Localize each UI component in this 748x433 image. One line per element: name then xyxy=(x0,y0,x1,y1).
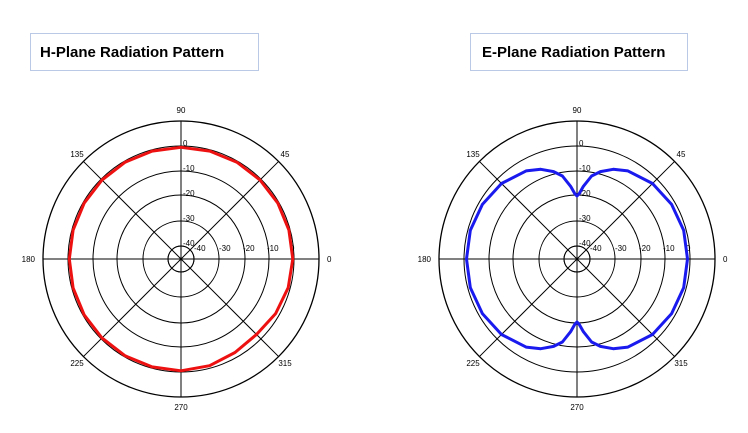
e-plane-title: E-Plane Radiation Pattern xyxy=(470,33,688,71)
h-plane-ring-label-v-1: -10 xyxy=(183,164,195,173)
h-plane-ring-label-v-0: 0 xyxy=(183,139,188,148)
e-plane-ring-label-h-4: -40 xyxy=(590,244,602,253)
e-plane-ring-label-v-2: -20 xyxy=(579,189,591,198)
h-plane-angle-label-270: 270 xyxy=(174,403,188,412)
h-plane-angle-label-315: 315 xyxy=(278,359,292,368)
h-plane-ring-label-h-1: -10 xyxy=(267,244,279,253)
e-plane-angle-label-180: 180 xyxy=(418,255,432,264)
e-plane-angle-label-315: 315 xyxy=(674,359,688,368)
e-plane-angle-label-45: 45 xyxy=(677,150,686,159)
h-plane-angle-label-90: 90 xyxy=(177,106,186,115)
h-plane-pattern-curve xyxy=(67,145,295,373)
h-plane-ring-label-h-3: -30 xyxy=(219,244,231,253)
h-plane-angle-label-225: 225 xyxy=(70,359,84,368)
e-plane-ring-label-v-0: 0 xyxy=(579,139,584,148)
h-plane-ring-label-v-3: -30 xyxy=(183,214,195,223)
e-plane-angle-label-135: 135 xyxy=(466,150,480,159)
h-plane-spoke-135 xyxy=(83,161,279,357)
e-plane-angle-label-0: 0 xyxy=(723,255,728,264)
h-plane-ring-label-v-4: -40 xyxy=(183,239,195,248)
e-plane-ring-label-v-1: -10 xyxy=(579,164,591,173)
e-plane-angle-label-270: 270 xyxy=(570,403,584,412)
e-plane-ring-label-h-0: 0 xyxy=(686,244,691,253)
e-plane-ring-label-h-1: -10 xyxy=(663,244,675,253)
e-plane-angle-label-90: 90 xyxy=(573,106,582,115)
e-plane-center-ring xyxy=(563,245,591,273)
h-plane-center-ring xyxy=(167,245,195,273)
e-plane-ring-label-v-3: -30 xyxy=(579,214,591,223)
h-plane-ring-label-h-2: -20 xyxy=(243,244,255,253)
h-plane-angle-label-45: 45 xyxy=(281,150,290,159)
h-plane-ring-label-v-2: -20 xyxy=(183,189,195,198)
h-plane-title: H-Plane Radiation Pattern xyxy=(30,33,259,71)
h-plane-angle-label-180: 180 xyxy=(22,255,36,264)
e-plane-ring-label-h-2: -20 xyxy=(639,244,651,253)
h-plane-angle-label-135: 135 xyxy=(70,150,84,159)
e-plane-angle-label-225: 225 xyxy=(466,359,480,368)
e-plane-pattern-curve xyxy=(465,167,689,351)
h-plane-angle-label-0: 0 xyxy=(327,255,332,264)
e-plane-spoke-135 xyxy=(479,161,675,357)
h-plane-ring-label-h-4: -40 xyxy=(194,244,206,253)
e-plane-ring-label-h-3: -30 xyxy=(615,244,627,253)
e-plane-ring-label-v-4: -40 xyxy=(579,239,591,248)
